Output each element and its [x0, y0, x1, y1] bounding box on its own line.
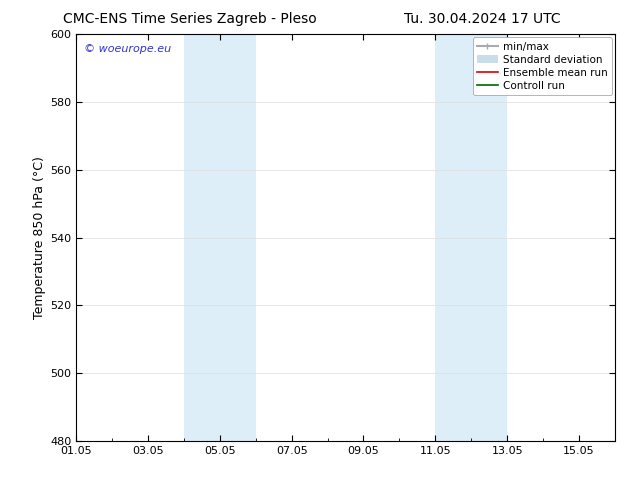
- Bar: [436, 34, 507, 441]
- Y-axis label: Temperature 850 hPa (°C): Temperature 850 hPa (°C): [33, 156, 46, 319]
- Text: © woeurope.eu: © woeurope.eu: [84, 45, 171, 54]
- Text: Tu. 30.04.2024 17 UTC: Tu. 30.04.2024 17 UTC: [403, 12, 560, 26]
- Legend: min/max, Standard deviation, Ensemble mean run, Controll run: min/max, Standard deviation, Ensemble me…: [473, 37, 612, 95]
- Text: CMC-ENS Time Series Zagreb - Pleso: CMC-ENS Time Series Zagreb - Pleso: [63, 12, 317, 26]
- Bar: [184, 34, 256, 441]
